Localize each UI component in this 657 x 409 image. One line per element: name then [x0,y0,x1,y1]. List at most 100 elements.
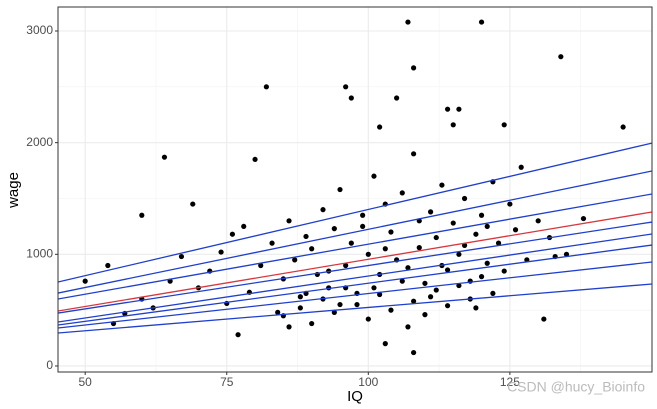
regression-line [58,244,652,326]
point [269,240,275,246]
point [422,280,428,286]
point [473,305,479,311]
point [105,262,111,269]
point [558,54,564,60]
regression-line [58,193,652,300]
point [416,245,422,251]
point [501,268,507,274]
point [484,260,490,266]
point [309,246,315,252]
y-tick-label: 1000 [26,246,53,260]
point [365,251,371,257]
y-axis-title: wage [5,172,22,209]
point [456,251,462,257]
regression-line [58,283,652,334]
point [427,209,434,215]
point [444,303,451,309]
point [484,223,490,230]
point [161,154,168,160]
point [580,215,587,222]
point [405,324,411,330]
point [382,246,388,252]
point [371,173,377,179]
point [297,305,303,311]
point [337,186,343,193]
lines [58,142,652,334]
panel-border [57,6,653,373]
x-tick-label: 100 [358,375,378,389]
point [371,285,377,291]
point [541,316,547,322]
point [377,124,383,130]
point [360,212,366,218]
point [490,290,496,296]
regression-line [58,211,652,312]
point [411,151,417,157]
point [365,316,371,322]
point [252,156,258,163]
point [343,84,349,90]
point [303,233,309,240]
regression-line [58,233,652,323]
point [331,226,337,232]
point [518,164,524,170]
point [309,320,315,327]
point [422,312,428,318]
point [229,231,236,237]
point [343,262,349,269]
y-tick-label: 2000 [26,135,53,149]
point [405,265,411,271]
point [444,267,451,273]
point [354,301,360,308]
point [405,19,411,25]
point [461,195,468,202]
point [411,65,417,71]
point [478,274,485,280]
x-tick-label: 125 [500,375,520,389]
point [456,106,462,112]
regression-line [58,142,652,283]
point [399,190,405,196]
point [178,253,185,260]
y-tick-label: 3000 [26,23,53,37]
x-tick-label: 75 [220,375,234,389]
point [456,282,462,289]
point [82,278,88,284]
point [337,301,343,308]
point [507,201,513,207]
x-axis-title: IQ [347,388,363,405]
points [82,19,626,356]
regression-line [58,261,652,329]
point [331,309,337,315]
point [478,19,485,25]
point [620,124,626,130]
point [218,249,224,255]
point [320,207,326,213]
point [286,324,292,330]
point [241,223,247,230]
point [258,262,264,269]
point [399,278,405,284]
point [512,227,519,233]
point [450,220,456,226]
x-tick-label: 50 [79,375,93,389]
regression-line [58,170,652,294]
point [411,349,417,356]
y-tick-label: 0 [46,358,53,372]
point [444,106,451,112]
watermark: CSDN @hucy_Bioinfo [507,379,645,395]
point [388,229,394,235]
point [563,251,570,257]
point [190,201,196,207]
point [450,122,456,128]
point [427,294,434,300]
point [394,95,400,101]
point [348,240,354,246]
point [382,341,388,347]
point [433,287,439,293]
point [433,234,439,241]
point [535,218,541,224]
point [275,309,281,315]
point [360,223,366,230]
point [478,212,485,218]
